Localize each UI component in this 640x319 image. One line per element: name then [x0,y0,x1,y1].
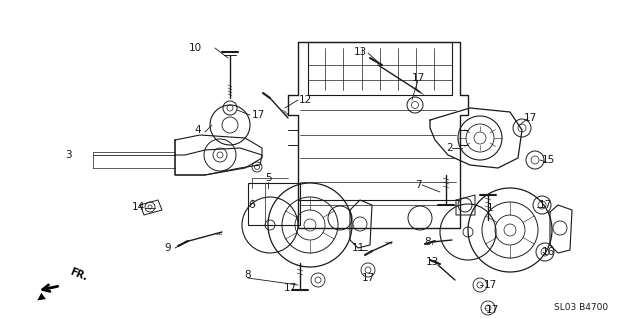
Text: 11: 11 [351,243,365,253]
Text: 3: 3 [65,150,71,160]
Text: 16: 16 [541,247,555,257]
Text: 8: 8 [425,237,431,247]
Text: 5: 5 [265,173,271,183]
Text: 8: 8 [244,270,252,280]
Text: 10: 10 [188,43,202,53]
Text: 12: 12 [298,95,312,105]
Bar [248,183,300,225]
Text: FR.: FR. [68,267,88,283]
Text: 2: 2 [447,143,453,153]
Text: 17: 17 [362,273,374,283]
Text: 17: 17 [483,280,497,290]
Text: 4: 4 [195,125,202,135]
Text: 1: 1 [486,203,493,213]
Text: 17: 17 [485,305,499,315]
Text: 9: 9 [164,243,172,253]
Text: 17: 17 [284,283,296,293]
Text: 17: 17 [538,200,552,210]
Text: 15: 15 [541,155,555,165]
Text: 17: 17 [252,110,264,120]
Text: 13: 13 [426,257,438,267]
Text: 17: 17 [524,113,536,123]
Text: SL03 B4700: SL03 B4700 [554,303,608,313]
Text: 6: 6 [249,200,255,210]
Text: 13: 13 [353,47,367,57]
Text: 14: 14 [131,202,145,212]
Text: 7: 7 [415,180,421,190]
Text: 17: 17 [412,73,424,83]
